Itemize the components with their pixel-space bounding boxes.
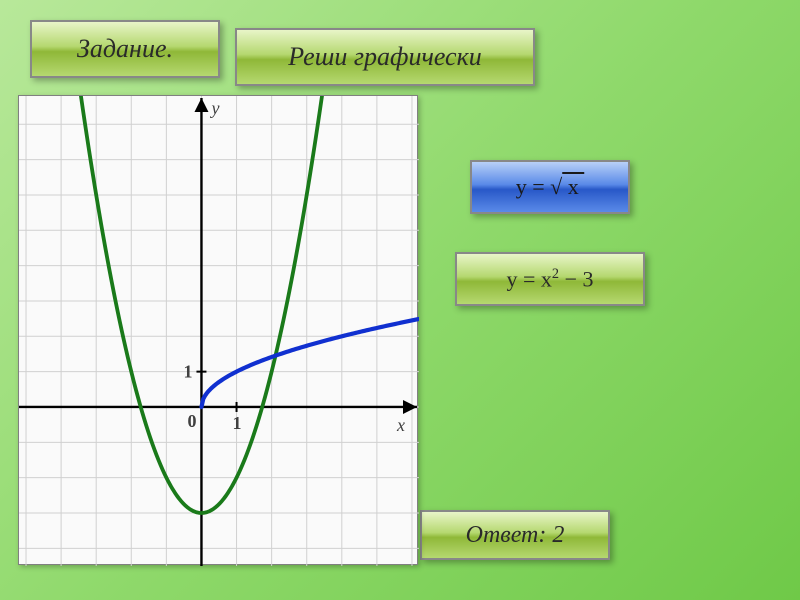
svg-text:1: 1 xyxy=(183,362,192,382)
svg-text:1: 1 xyxy=(233,413,242,433)
equation-parabola-text: y = x2 − 3 xyxy=(507,266,594,292)
svg-text:0: 0 xyxy=(187,411,196,431)
chart-svg: 0 1 1 x y xyxy=(19,96,419,566)
equation-parabola: y = x2 − 3 xyxy=(455,252,645,306)
equation-sqrt-text: y = √ x xyxy=(516,174,584,200)
svg-text:y: y xyxy=(209,98,219,118)
solve-label: Реши графически xyxy=(235,28,535,86)
task-label: Задание. xyxy=(30,20,220,78)
answer-label: Ответ: 2 xyxy=(420,510,610,560)
chart-panel: 0 1 1 x y xyxy=(18,95,418,565)
svg-text:x: x xyxy=(396,415,405,435)
equation-sqrt: y = √ x xyxy=(470,160,630,214)
